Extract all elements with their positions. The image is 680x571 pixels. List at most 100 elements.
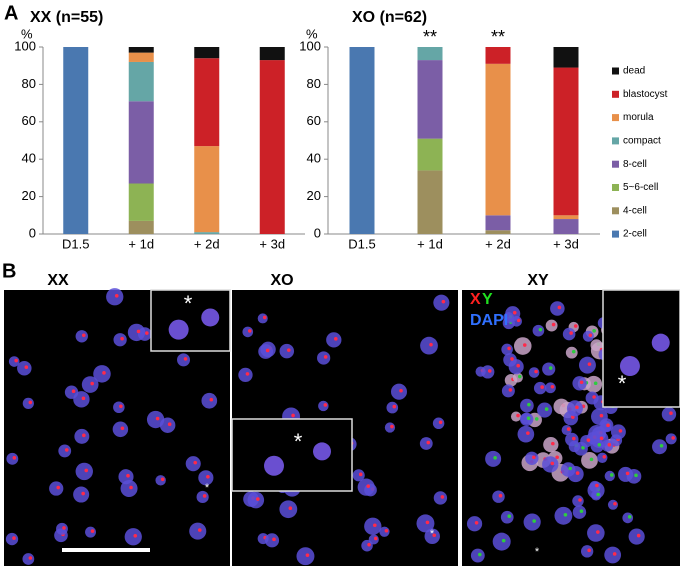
y-tick-label: 40 [307, 151, 321, 166]
y-tick-label: 40 [22, 151, 36, 166]
cell-nucleus [113, 401, 125, 414]
signal-dot [612, 552, 617, 556]
cell-nucleus [146, 410, 165, 429]
signal-dot [522, 343, 527, 347]
signal-dot [119, 404, 123, 409]
cell-nucleus [8, 356, 20, 367]
signal-dot [593, 381, 598, 386]
bar-segment [417, 60, 443, 139]
signal-dot [613, 501, 617, 506]
signal-dot [516, 363, 520, 368]
cell-nucleus [198, 470, 214, 486]
cell-nucleus [313, 442, 331, 461]
cell-nucleus [296, 547, 315, 566]
signal-dot [550, 461, 555, 466]
cell-nucleus [537, 402, 553, 418]
bar-segment [194, 58, 220, 147]
y-tick-label: 100 [14, 38, 36, 53]
signal-dot [634, 473, 638, 478]
cell-nucleus [528, 367, 540, 378]
signal-dot [595, 483, 599, 488]
cell-nucleus [58, 444, 72, 458]
cell-nucleus [424, 528, 440, 544]
legend-label: dead [623, 66, 645, 77]
cell-nucleus [264, 455, 284, 476]
cell-nucleus [525, 451, 539, 465]
cell-nucleus [619, 356, 640, 377]
cell-nucleus [501, 343, 513, 356]
bar-segment [553, 219, 579, 234]
signal-dot [202, 494, 207, 498]
signal-dot [587, 362, 592, 366]
cell-nucleus [155, 475, 166, 486]
signal-dot [501, 538, 506, 543]
cell-nucleus [17, 360, 32, 376]
legend-label: blastocyst [623, 89, 668, 100]
signal-dot [551, 322, 556, 327]
cell-nucleus [113, 333, 127, 347]
cell-nucleus [554, 506, 573, 525]
bar-segment [128, 47, 154, 53]
signal-dot [596, 492, 600, 497]
signal-dot [597, 443, 602, 447]
cell-nucleus [352, 469, 365, 482]
bar-segment [128, 220, 154, 234]
signal-dot [507, 346, 511, 351]
inset [602, 289, 680, 408]
asterisk: * [205, 482, 210, 494]
cell-nucleus [589, 480, 601, 493]
asterisk: * [535, 546, 540, 558]
signal-dot [167, 422, 172, 426]
signal-dot [534, 417, 539, 421]
signal-dot [538, 327, 543, 332]
signal-dot [81, 396, 86, 401]
bar-segment [194, 146, 220, 233]
cell-nucleus [517, 425, 535, 443]
legend-swatch [612, 90, 619, 98]
legend-swatch [612, 137, 619, 145]
legend-swatch [612, 207, 619, 215]
cell-nucleus [357, 478, 375, 496]
cell-nucleus [106, 288, 124, 306]
signal-dot [265, 348, 270, 353]
legend-swatch [612, 114, 619, 122]
x-tick-label: D1.5 [348, 236, 375, 251]
signal-dot [256, 497, 260, 501]
signal-dot [474, 520, 479, 525]
signal-dot [426, 440, 431, 445]
significance-mark: ** [491, 27, 505, 47]
image-title: XY [527, 272, 549, 289]
image-title: XO [270, 272, 293, 289]
legend-swatch [612, 184, 619, 191]
signal-dot [90, 529, 95, 533]
cell-nucleus [177, 353, 191, 367]
signal-dot [627, 515, 632, 519]
signal-dot [510, 357, 514, 361]
signal-dot [575, 471, 580, 475]
signal-dot [518, 374, 522, 379]
cell-nucleus [56, 522, 68, 535]
signal-dot [262, 315, 267, 320]
x-tick-label: + 1d [128, 236, 154, 251]
x-tick-label: + 2d [485, 236, 511, 251]
significance-mark: ** [423, 27, 437, 47]
cell-nucleus [560, 462, 576, 477]
cell-nucleus [505, 306, 521, 322]
cell-nucleus [520, 398, 534, 413]
signal-dot [136, 329, 141, 334]
cell-nucleus [318, 400, 329, 412]
y-axis-label: % [21, 26, 33, 41]
cell-nucleus [242, 326, 254, 338]
bar-segment [417, 138, 443, 171]
cell-nucleus [661, 407, 677, 422]
signal-dot [197, 528, 202, 532]
cell-nucleus [590, 439, 605, 453]
cell-nucleus [201, 392, 218, 409]
cell-nucleus [500, 510, 514, 524]
asterisk: * [430, 528, 435, 540]
bar-segment [485, 47, 511, 64]
y-tick-label: 20 [22, 188, 36, 203]
cell-nucleus [578, 356, 596, 374]
cell-nucleus [665, 433, 677, 445]
bar-segment [553, 215, 579, 220]
